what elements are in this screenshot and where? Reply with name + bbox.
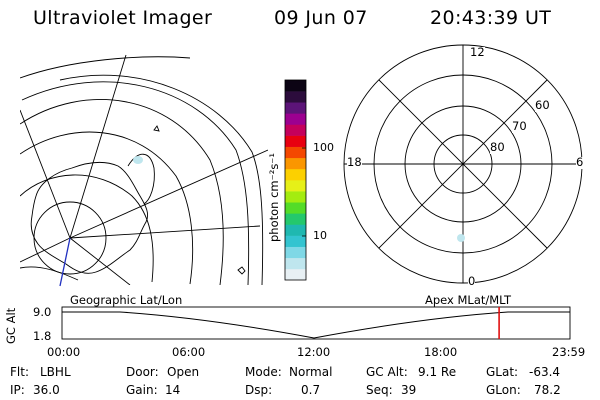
time-tick: 00:00 [47,345,81,359]
meridian-line [69,237,131,285]
time-tick: 23:59 [552,345,586,359]
ip-key: IP: [10,383,25,397]
flt-key: Flt: [10,365,29,379]
meridian-line [69,225,261,239]
island [153,125,160,132]
meridian-line [69,54,127,239]
coastline-antarctica [30,161,149,274]
colorbar-cell [285,180,306,192]
mlt-label-18: 18 [347,155,362,169]
colorbar-cell [285,91,306,103]
colorbar-cell [285,113,306,125]
altitude-plot-frame [61,306,571,340]
colorbar-tick-label: 100 [313,141,334,154]
mode-key: Mode: [245,365,282,379]
altitude-tick-low: 1.8 [33,329,52,343]
ip-value: 36.0 [33,383,60,397]
colorbar-cell [285,191,306,203]
latitude-arc [20,131,194,285]
latitude-arc [20,99,224,285]
colorbar-cell [285,146,306,159]
colorbar-cell [285,135,306,147]
gc-alt-value: 9.1 Re [418,365,457,379]
door-key: Door: [126,365,159,379]
gain-value: 14 [165,383,181,397]
colorbar-cell [285,102,306,114]
colorbar-cell [285,224,306,236]
colorbar-cell [285,246,306,259]
altitude-curve [62,311,570,339]
mlat-label-70: 70 [512,119,527,133]
colorbar-cell [285,257,306,270]
time-tick: 18:00 [424,345,458,359]
mode-value: Normal [289,365,333,379]
latitude-arc [21,81,250,285]
glat-key: GLat: [486,365,519,379]
mlt-label-6: 6 [576,155,584,169]
gc-alt-key: GC Alt: [366,365,408,379]
sightline [59,237,71,287]
seq-key: Seq: [366,383,393,397]
colorbar-tick-label: 10 [313,229,327,242]
meridian-line [20,109,71,239]
colorbar-cell [285,235,306,247]
colorbar-cell [285,168,306,181]
meridian-line [69,149,268,239]
colorbar-cell [285,124,306,136]
colorbar-cells [285,80,306,281]
glon-key: GLon: [486,383,521,397]
mlat-label-60: 60 [535,98,550,112]
glat-value: -63.4 [529,365,561,379]
mlat-label-80: 80 [490,140,505,154]
app-title: Ultraviolet Imager [33,7,213,29]
seq-value: 39 [401,383,417,397]
date-label: 09 Jun 07 [274,7,368,29]
colorbar-cell [285,202,306,214]
colorbar-cell [285,80,306,92]
time-tick: 12:00 [297,345,331,359]
colorbar-cell [285,157,306,170]
island [237,266,246,275]
door-value: Open [167,365,200,379]
earth-limb [20,56,191,79]
time-label: 20:43:39 UT [430,7,552,29]
dsp-value: 0.7 [301,383,321,397]
dsp-key: Dsp: [245,383,273,397]
flt-value: LBHL [40,365,71,379]
colorbar-cell [285,213,306,225]
aurora-patch [457,234,465,242]
altitude-tick-high: 9.0 [33,305,52,319]
latitude-arc [59,74,264,285]
gain-key: Gain: [126,383,158,397]
glon-value: 78.2 [534,383,561,397]
aurora-patch [133,156,143,164]
geographic-title: Geographic Lat/Lon [70,293,183,307]
time-tick: 06:00 [172,345,206,359]
colorbar-cell [285,268,306,281]
coastline-fragment [20,266,79,281]
mlt-label-12: 12 [470,45,485,59]
meridian-line [20,237,71,263]
polar-meridian [378,79,548,249]
apex-title: Apex MLat/MLT [425,293,512,307]
mlt-label-0: 0 [468,274,476,288]
